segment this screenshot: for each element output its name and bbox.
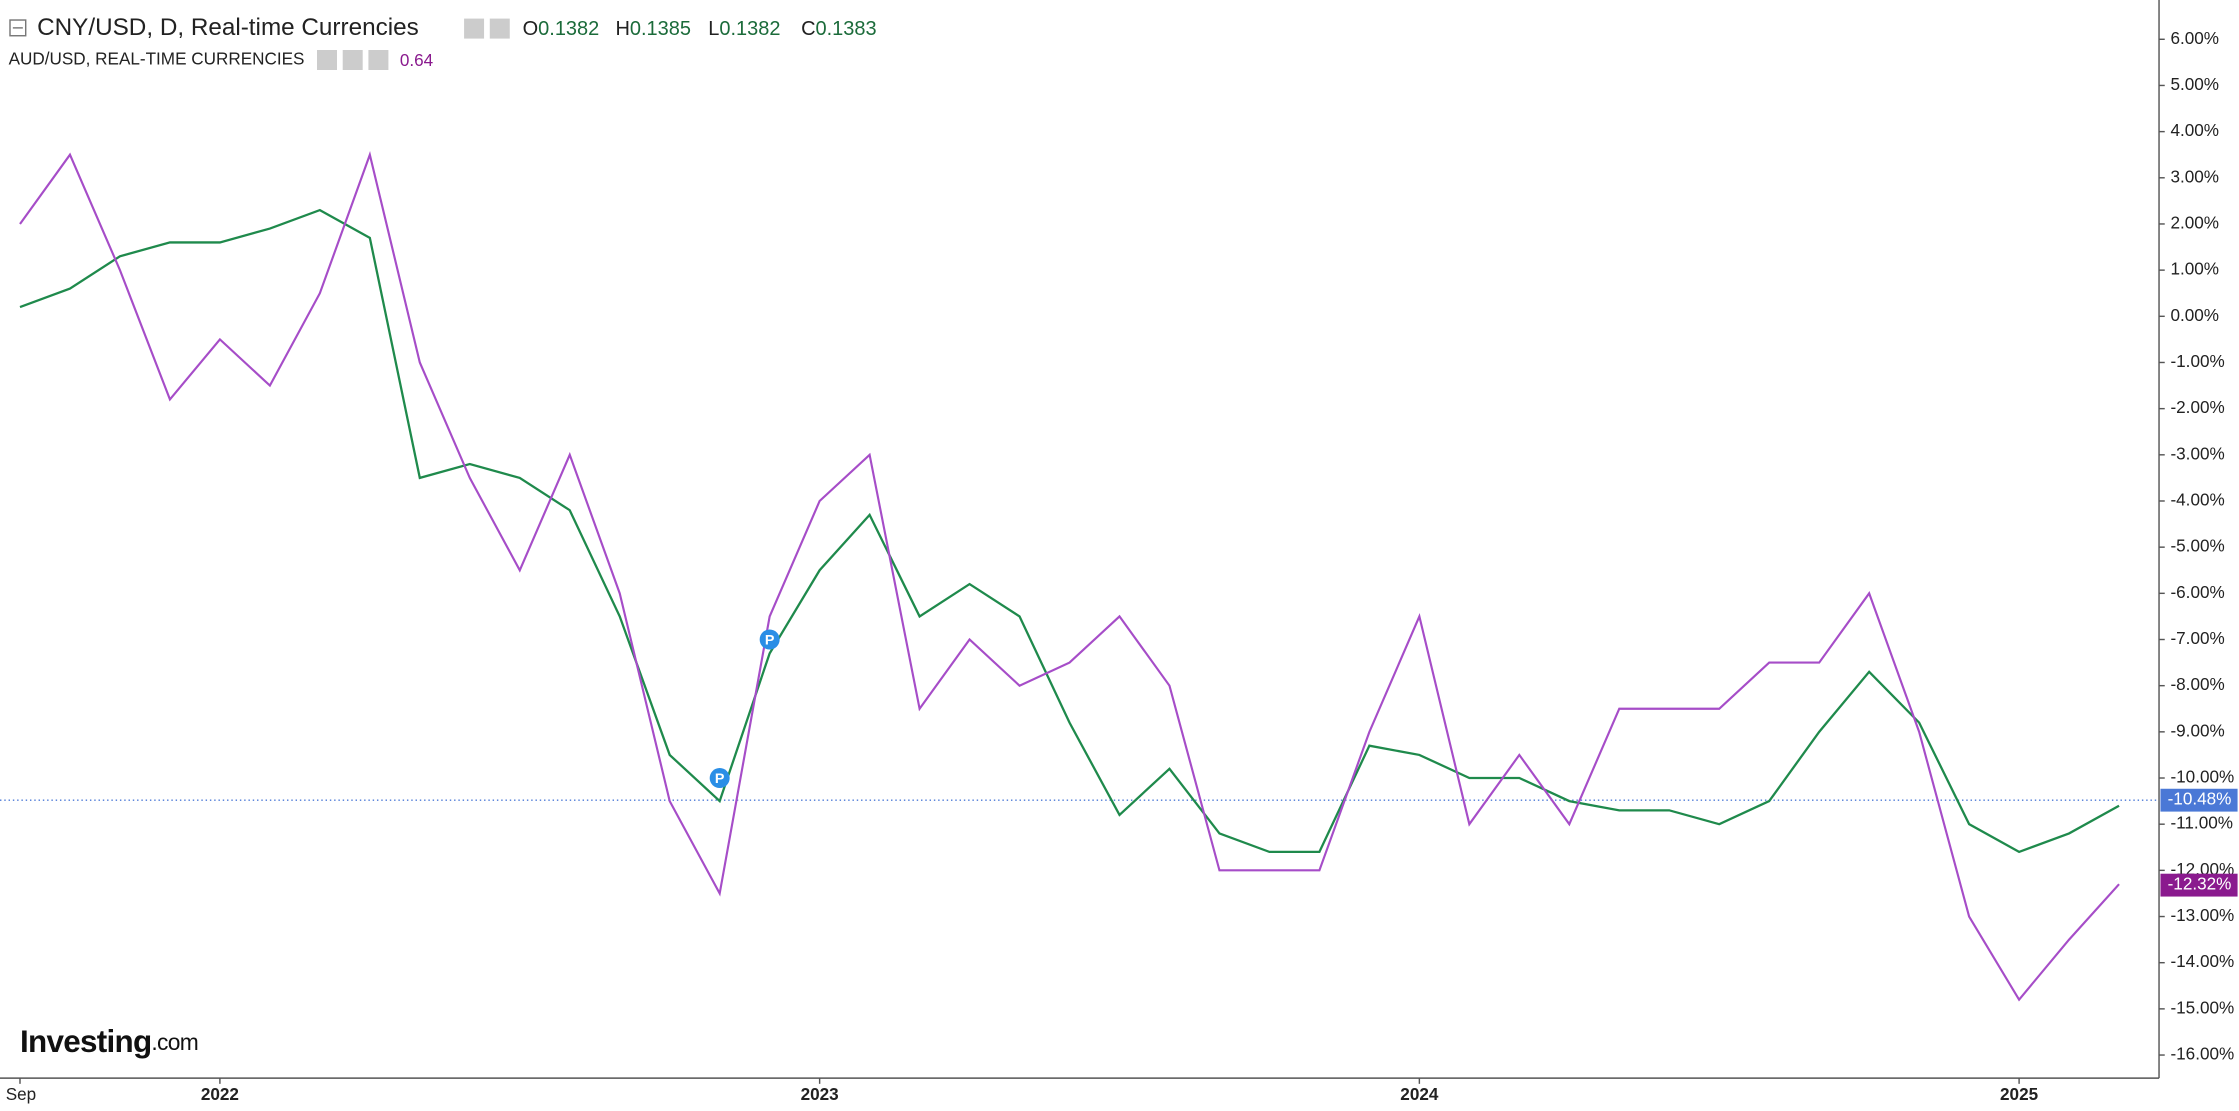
annotation-label: P	[765, 633, 775, 649]
ohlc-value: 0.1383	[816, 18, 877, 40]
price-tag-label: -12.32%	[2168, 874, 2232, 894]
y-tick-label: -3.00%	[2170, 443, 2224, 463]
ohlc-value: 0.1385	[630, 18, 691, 40]
y-tick-label: -5.00%	[2170, 536, 2224, 556]
annotation-marker	[759, 629, 780, 650]
settings-icon[interactable]	[489, 18, 510, 39]
x-tick-label: 2025	[2000, 1084, 2039, 1104]
series-line	[19, 150, 2120, 1002]
y-tick-label: -11.00%	[2170, 813, 2233, 833]
y-tick-label: 5.00%	[2170, 74, 2219, 94]
y-tick-label: 6.00%	[2170, 28, 2219, 48]
x-tick-label: 2022	[201, 1084, 239, 1104]
series-line	[19, 208, 2120, 854]
y-tick-label: -9.00%	[2170, 720, 2224, 740]
price-tag-label: -10.48%	[2168, 789, 2232, 809]
ohlc-key: O	[523, 18, 539, 40]
logo-main: Investing	[20, 1024, 151, 1059]
y-tick-label: -10.00%	[2170, 767, 2234, 787]
symbol-title: CNY/USD, D, Real-time Currencies	[37, 14, 419, 41]
y-tick-label: 3.00%	[2170, 166, 2219, 186]
settings-icon[interactable]	[317, 50, 337, 71]
compare-symbol: AUD/USD, REAL-TIME CURRENCIES	[9, 49, 305, 69]
ohlc-item: H0.1385	[615, 18, 691, 40]
ohlc-item: O0.1382	[523, 18, 600, 40]
annotation-marker	[709, 768, 730, 789]
y-tick-label: -14.00%	[2170, 951, 2234, 971]
x-tick-label: 2024	[1400, 1084, 1439, 1104]
x-tick-label: Sep	[6, 1084, 36, 1104]
y-tick-label: -1.00%	[2170, 351, 2224, 371]
close-icon[interactable]	[368, 50, 389, 71]
y-tick-label: -8.00%	[2170, 674, 2224, 694]
logo-suffix: .com	[151, 1029, 198, 1055]
price-tag	[2160, 788, 2238, 812]
logo: Investing.com	[20, 1024, 198, 1059]
y-tick-label: 0.00%	[2170, 305, 2219, 325]
y-tick-label: -2.00%	[2170, 397, 2224, 417]
ohlc-item: C0.1383	[801, 18, 877, 40]
y-tick-label: -13.00%	[2170, 905, 2234, 925]
collapse-icon[interactable]	[9, 19, 27, 37]
compare-value: 0.64	[400, 50, 434, 70]
annotation-label: P	[715, 771, 725, 787]
y-tick-label: 4.00%	[2170, 120, 2219, 140]
y-tick-label: 2.00%	[2170, 212, 2219, 232]
x-tick-label: 2023	[801, 1084, 839, 1104]
settings-icon[interactable]	[342, 50, 363, 71]
y-tick-label: -16.00%	[2170, 1044, 2234, 1064]
y-tick-label: -7.00%	[2170, 628, 2224, 648]
ohlc-item: L0.1382	[708, 18, 780, 40]
ohlc-value: 0.1382	[719, 18, 780, 40]
y-tick-label: 1.00%	[2170, 259, 2219, 279]
ohlc-key: C	[801, 18, 815, 40]
y-tick-label: -4.00%	[2170, 490, 2224, 510]
ohlc-value: 0.1382	[538, 18, 599, 40]
y-tick-label: -15.00%	[2170, 997, 2234, 1017]
ohlc-key: L	[708, 18, 719, 40]
ohlc-key: H	[615, 18, 629, 40]
price-tag	[2160, 873, 2238, 897]
settings-icon[interactable]	[464, 18, 485, 39]
y-tick-label: -6.00%	[2170, 582, 2224, 602]
